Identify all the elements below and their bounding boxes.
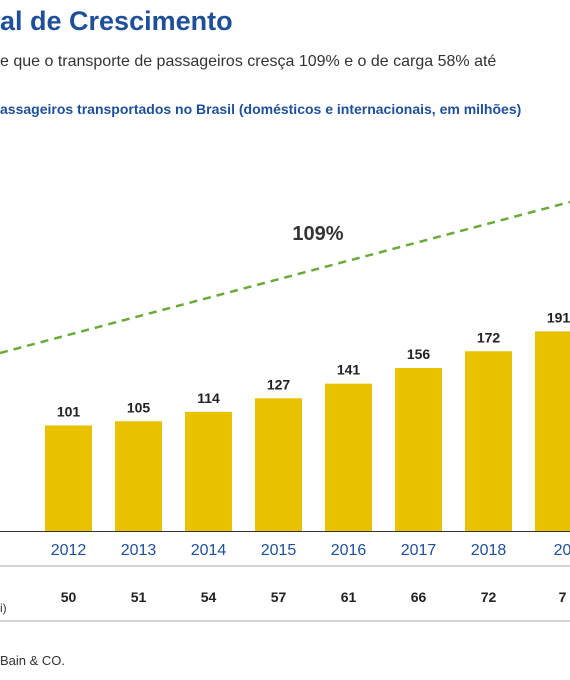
bar-value-label: 105 <box>127 399 151 415</box>
secondary-row-value: 72 <box>481 589 497 605</box>
secondary-row-value: 54 <box>201 589 217 605</box>
bar-value-label: 156 <box>407 346 431 362</box>
bar <box>115 421 162 531</box>
trend-line <box>0 200 570 355</box>
page-title: al de Crescimento <box>0 6 233 36</box>
x-tick-label: 2014 <box>191 542 227 559</box>
trend-label: 109% <box>292 223 343 245</box>
x-tick-label: 2013 <box>121 542 157 559</box>
bar-value-label: 172 <box>477 329 501 345</box>
bar <box>185 411 232 531</box>
secondary-row-value: 50 <box>61 589 77 605</box>
bar-value-label: 114 <box>197 390 220 406</box>
bar <box>535 331 570 531</box>
page-subtitle: e que o transporte de passageiros cresça… <box>0 53 497 70</box>
x-tick-label: 2015 <box>261 542 297 559</box>
source-note: Bain & CO. <box>0 653 66 668</box>
bar <box>325 383 372 531</box>
x-tick-label: 20 <box>554 542 570 559</box>
bar-value-label: 127 <box>267 376 291 392</box>
x-axis: 2012 2013 2014 2015 2016 2017 2018 20 <box>0 531 570 559</box>
secondary-row-value: 57 <box>271 589 287 605</box>
x-tick-label: 2012 <box>51 542 87 559</box>
bar <box>465 351 512 531</box>
secondary-row-label: i) <box>0 601 7 615</box>
bar-value-label: 141 <box>337 362 361 378</box>
bar-value-label: 191 <box>547 309 570 325</box>
chart-title: assageiros transportados no Brasil (domé… <box>0 101 522 117</box>
trend-layer: 109% <box>0 200 570 355</box>
bar <box>255 398 302 531</box>
x-tick-label: 2017 <box>401 542 437 559</box>
bars-layer <box>45 331 570 531</box>
bar <box>395 367 442 531</box>
secondary-row-value: 7 <box>559 589 567 605</box>
secondary-row: 50 51 54 57 61 66 72 7 i) <box>0 565 570 622</box>
secondary-row-value: 51 <box>131 589 147 605</box>
x-tick-label: 2016 <box>331 542 367 559</box>
bar <box>45 425 92 531</box>
value-labels-layer: 101 105 114 127 141 156 172 191 <box>57 309 570 419</box>
bar-value-label: 101 <box>57 403 81 419</box>
x-tick-label: 2018 <box>471 542 507 559</box>
secondary-row-value: 66 <box>411 589 427 605</box>
secondary-row-value: 61 <box>341 589 357 605</box>
